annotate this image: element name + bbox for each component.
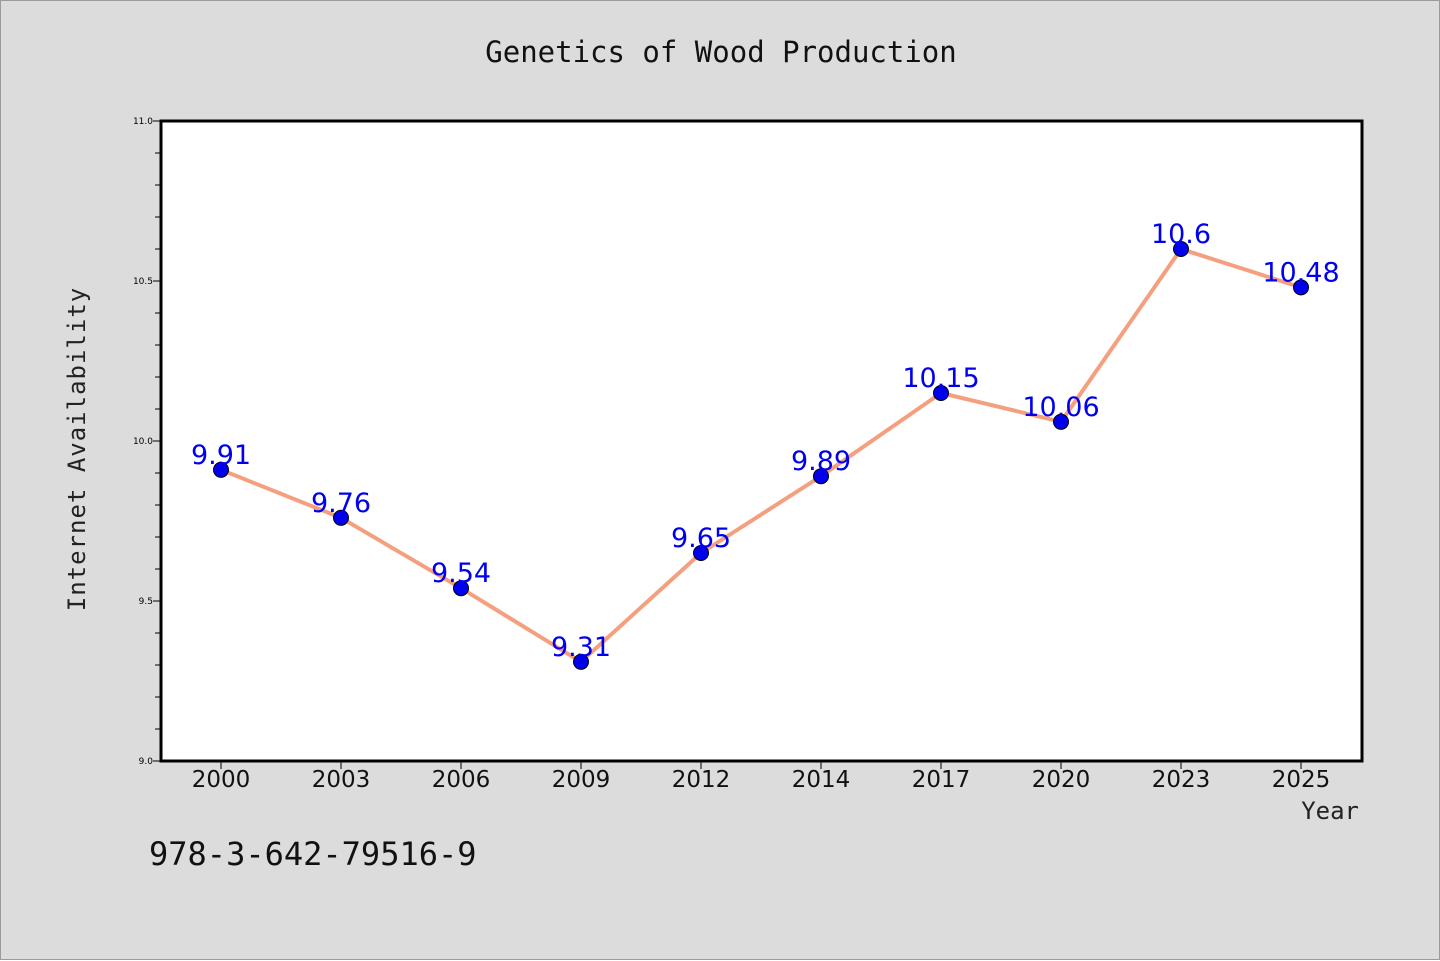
x-tick-label: 2009 bbox=[552, 767, 611, 793]
chart-title: Genetics of Wood Production bbox=[485, 35, 957, 69]
x-axis-label: Year bbox=[1301, 797, 1359, 825]
y-tick-label: 9.5 bbox=[139, 597, 153, 607]
y-tick-label: 10.0 bbox=[133, 437, 153, 447]
plot-frame bbox=[159, 119, 1364, 763]
x-tick-label: 2017 bbox=[912, 767, 971, 793]
data-point bbox=[333, 509, 349, 526]
data-label: 9.65 bbox=[671, 523, 731, 554]
x-tick-label: 2025 bbox=[1272, 767, 1331, 793]
x-tick-label: 2014 bbox=[792, 767, 851, 793]
data-point bbox=[1173, 241, 1189, 257]
data-point bbox=[693, 545, 709, 561]
plot-area bbox=[161, 121, 1362, 761]
x-tick-label: 2003 bbox=[312, 767, 371, 793]
data-point bbox=[933, 385, 949, 401]
data-point bbox=[453, 580, 469, 597]
y-tick-label: 11.0 bbox=[133, 117, 153, 127]
x-tick-label: 2020 bbox=[1032, 767, 1091, 793]
data-label: 9.76 bbox=[311, 488, 371, 519]
data-label: 10.48 bbox=[1262, 257, 1339, 288]
data-label: 10.6 bbox=[1151, 219, 1211, 250]
data-label: 9.54 bbox=[431, 558, 491, 589]
data-label: 10.15 bbox=[902, 363, 979, 394]
x-tick-label: 2012 bbox=[672, 767, 731, 793]
x-tick-label: 2006 bbox=[432, 767, 491, 793]
data-point bbox=[573, 653, 589, 670]
y-tick-label: 9.0 bbox=[139, 757, 154, 767]
y-tick-label: 10.5 bbox=[133, 277, 153, 287]
data-label: 9.89 bbox=[791, 446, 851, 477]
data-point bbox=[213, 461, 229, 478]
data-point bbox=[1293, 279, 1309, 296]
x-tick-label: 2023 bbox=[1152, 767, 1211, 793]
data-label: 10.06 bbox=[1022, 392, 1099, 423]
data-label: 9.31 bbox=[551, 632, 611, 663]
x-tick-label: 2000 bbox=[192, 767, 251, 793]
data-label: 9.91 bbox=[191, 440, 251, 471]
series-line bbox=[220, 247, 1302, 664]
y-axis-label: Internet Availability bbox=[63, 286, 91, 612]
data-point bbox=[1053, 413, 1069, 430]
data-point bbox=[813, 468, 829, 485]
isbn-annotation: 978-3-642-79516-9 bbox=[149, 835, 477, 873]
